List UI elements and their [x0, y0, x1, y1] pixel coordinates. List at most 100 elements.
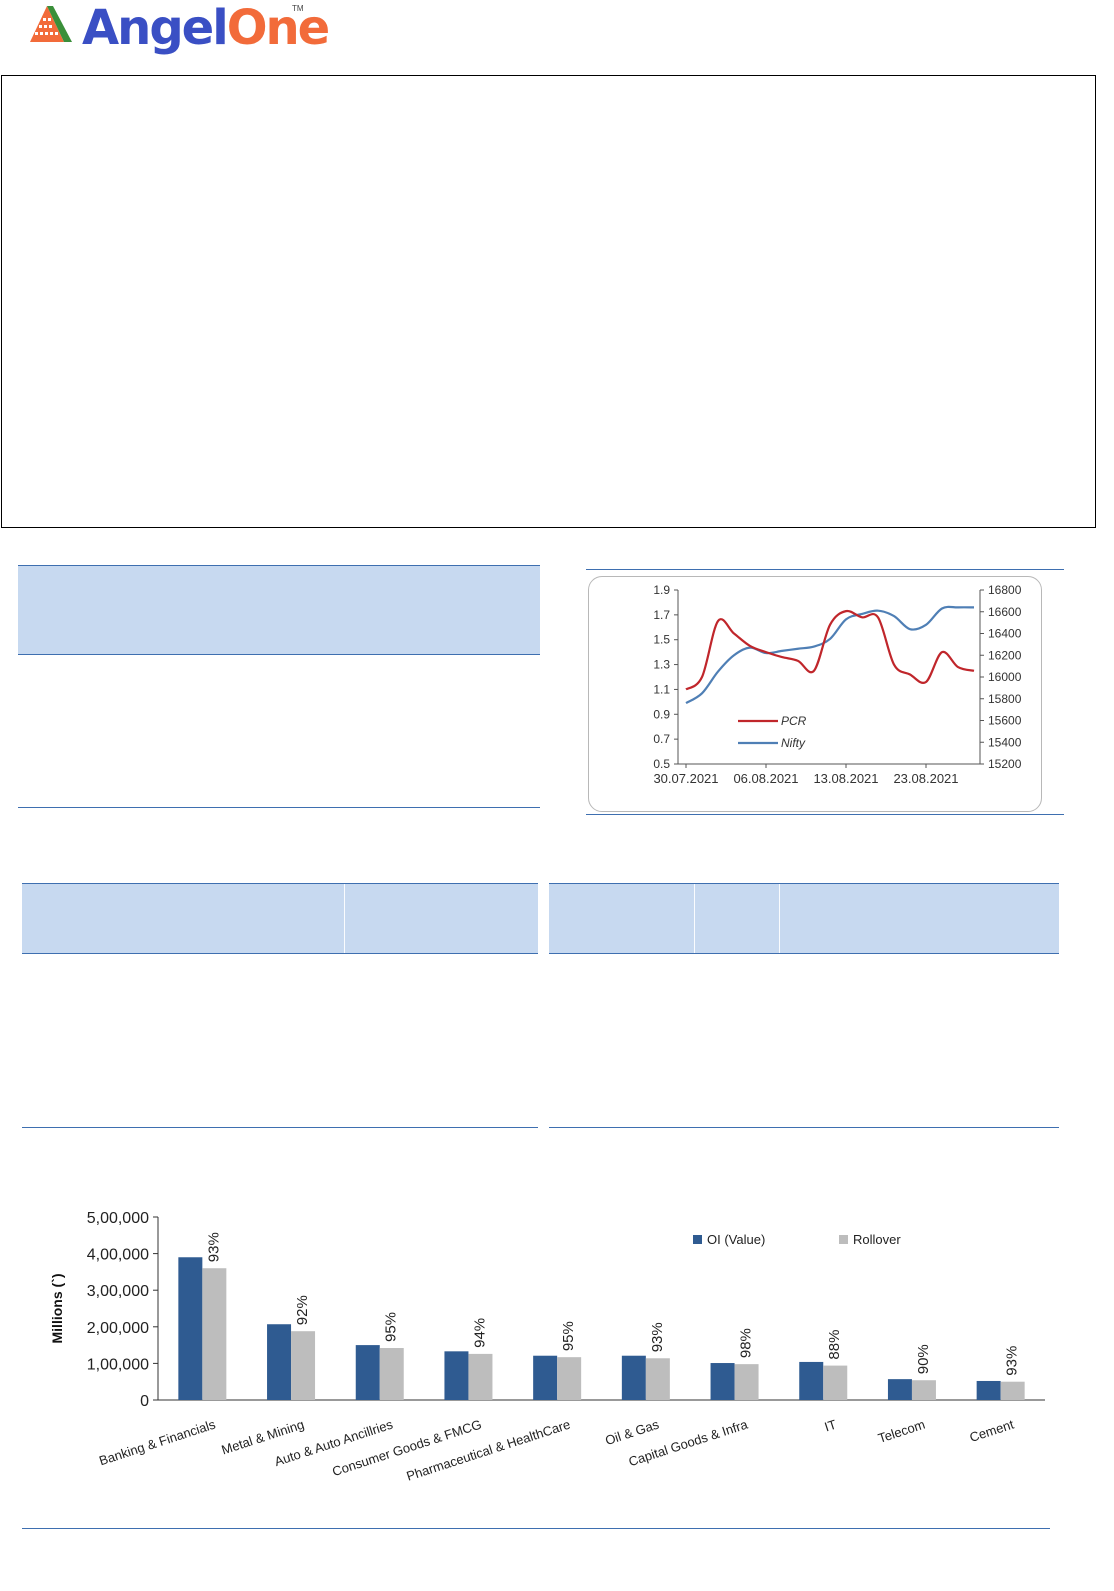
y-tick-label: 3,00,000	[87, 1283, 149, 1300]
right-tick-label: 16800	[988, 583, 1022, 597]
rollover-percent-label: 94%	[471, 1318, 488, 1348]
brand-name-part2: One	[226, 0, 331, 56]
rollover-bar	[557, 1357, 582, 1400]
category-label: Pharmaceutical & HealthCare	[405, 1417, 573, 1484]
y-tick-label: 2,00,000	[87, 1320, 149, 1337]
pcr-nifty-chart: 1.9 1.7 1.5 1.3 1.1 0.9 0.7 0.5 16800 16600 16400 1…	[653, 583, 1022, 786]
rollover-percent-label: 93%	[1004, 1346, 1021, 1376]
legend-label: OI (Value)	[707, 1232, 765, 1247]
oi-value-bar	[710, 1363, 735, 1400]
x-tick-label: 30.07.2021	[653, 771, 718, 786]
rollover-percent-label: 95%	[560, 1321, 577, 1351]
oi-value-bar	[976, 1380, 1001, 1400]
table-header-band	[18, 566, 540, 654]
right-tick-label: 15800	[988, 692, 1022, 706]
rollover-percent-label: 95%	[383, 1312, 400, 1342]
oi-value-bar	[799, 1361, 824, 1400]
chart-top-rule	[586, 569, 1064, 570]
brand-name-part1: Angel	[82, 0, 229, 56]
rollover-bar	[823, 1365, 848, 1400]
y-tick-label: 4,00,000	[87, 1247, 149, 1264]
right-table-col-divider-2	[779, 884, 780, 953]
right-table-top-rule	[549, 883, 1059, 884]
left-table-col-divider	[344, 884, 345, 953]
angel-one-logo: AngelOne TM	[20, 0, 330, 62]
pcr-chart-frame	[588, 576, 1042, 812]
chart-bottom-rule	[586, 814, 1064, 815]
oi-value-bar	[267, 1324, 292, 1400]
oi-value-bar	[178, 1257, 203, 1400]
left-tick-label: 1.3	[653, 658, 670, 672]
right-table-header	[549, 884, 1059, 953]
right-tick-label: 16400	[988, 627, 1022, 641]
x-tick-label: 06.08.2021	[733, 771, 798, 786]
right-tick-label: 15600	[988, 714, 1022, 728]
rollover-percent-label: 93%	[205, 1232, 222, 1262]
x-tick-label: 23.08.2021	[893, 771, 958, 786]
rollover-percent-label: 98%	[738, 1328, 755, 1358]
left-table-bottom-rule	[22, 1127, 538, 1128]
nifty-line	[685, 605, 975, 705]
trademark-mark: TM	[292, 4, 304, 13]
logo-triangle-icon	[30, 6, 72, 42]
rollover-percent-label: 93%	[649, 1322, 666, 1352]
pcr-line	[685, 609, 975, 691]
y-tick-label: 5,00,000	[87, 1210, 149, 1227]
right-table-bottom-rule	[549, 1127, 1059, 1128]
right-tick-label: 16000	[988, 670, 1022, 684]
rollover-bar	[468, 1353, 493, 1400]
left-tick-label: 1.1	[653, 682, 670, 696]
left-tick-label: 1.5	[653, 633, 670, 647]
legend-swatch	[693, 1235, 702, 1244]
rollover-percent-label: 88%	[826, 1330, 843, 1360]
legend-label: Rollover	[853, 1232, 901, 1247]
table-bottom-rule	[18, 807, 540, 808]
legend-swatch	[839, 1235, 848, 1244]
rollover-bar	[911, 1380, 936, 1400]
right-table-header-rule	[549, 953, 1059, 954]
rollover-bar	[291, 1331, 316, 1400]
y-tick-label: 0	[140, 1393, 149, 1410]
right-tick-label: 16200	[988, 648, 1022, 662]
left-tick-label: 1.9	[653, 583, 670, 597]
oi-value-bar	[444, 1351, 469, 1400]
summary-box	[1, 75, 1096, 528]
category-label: Banking & Financials	[97, 1416, 218, 1468]
legend-label: PCR	[781, 714, 807, 728]
right-tick-label: 15400	[988, 735, 1022, 749]
category-label: Telecom	[876, 1417, 927, 1446]
left-tick-label: 0.5	[653, 757, 670, 771]
y-axis-title: Millions (`)	[49, 1274, 65, 1344]
rollover-bar	[1000, 1381, 1025, 1400]
sector-oi-rollover-chart: 5,00,000 4,00,000 3,00,000 2,00,000 1,00,000…	[49, 1210, 1045, 1484]
right-tick-label: 16600	[988, 605, 1022, 619]
right-table-col-divider-1	[694, 884, 695, 953]
rollover-bar	[202, 1268, 227, 1400]
left-table-header	[22, 884, 538, 953]
category-label: IT	[823, 1417, 839, 1435]
left-tick-label: 0.9	[653, 707, 670, 721]
oi-value-bar	[533, 1355, 558, 1400]
oi-value-bar	[355, 1345, 380, 1400]
rollover-percent-label: 92%	[294, 1295, 311, 1325]
table-top-rule	[18, 565, 540, 566]
category-label: Oil & Gas	[603, 1416, 661, 1448]
left-tick-label: 0.7	[653, 732, 670, 746]
oi-value-bar	[887, 1379, 912, 1400]
rollover-bar	[645, 1358, 670, 1400]
page-bottom-rule	[22, 1528, 1050, 1529]
y-tick-label: 1,00,000	[87, 1356, 149, 1373]
left-table-header-rule	[22, 953, 538, 954]
rollover-bar	[379, 1348, 404, 1400]
table-header-rule	[18, 654, 540, 655]
category-label: Cement	[968, 1416, 1016, 1444]
left-table-top-rule	[22, 883, 538, 884]
legend-label: Nifty	[781, 736, 806, 750]
right-tick-label: 15200	[988, 757, 1022, 771]
rollover-bar	[734, 1364, 759, 1400]
left-tick-label: 1.7	[653, 608, 670, 622]
x-tick-label: 13.08.2021	[813, 771, 878, 786]
oi-value-bar	[621, 1355, 646, 1400]
rollover-percent-label: 90%	[915, 1344, 932, 1374]
brand-name: AngelOne	[82, 0, 331, 58]
